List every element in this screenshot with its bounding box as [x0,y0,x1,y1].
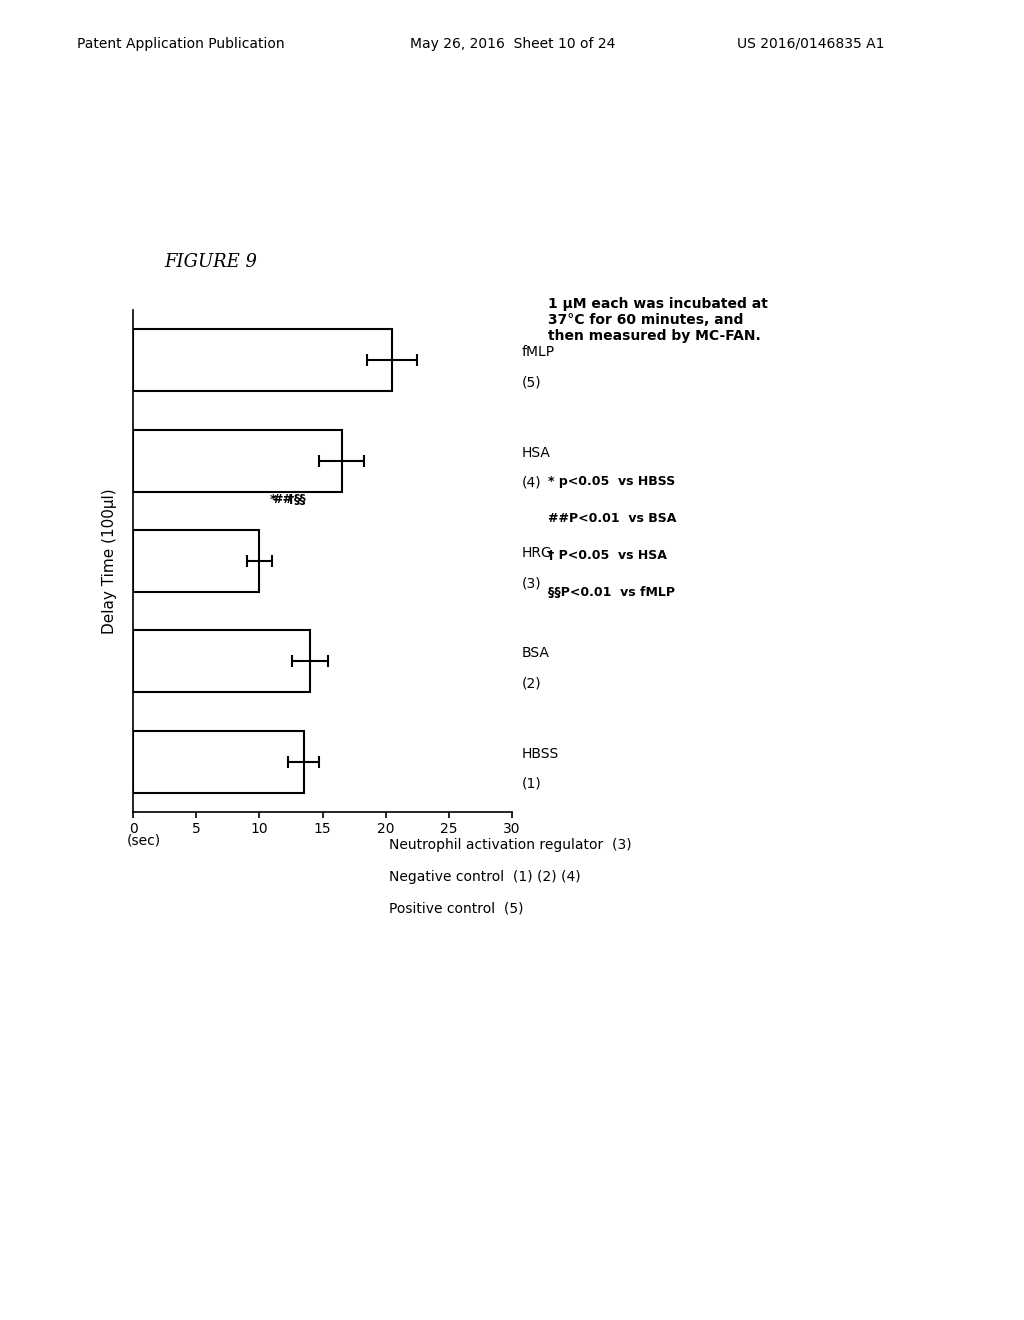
Text: May 26, 2016  Sheet 10 of 24: May 26, 2016 Sheet 10 of 24 [410,37,615,51]
Text: (5): (5) [522,375,542,389]
Text: BSA: BSA [522,647,550,660]
Text: † P<0.05  vs HSA: † P<0.05 vs HSA [548,549,667,562]
Text: (3): (3) [522,576,542,590]
Text: HBSS: HBSS [522,747,559,760]
Bar [133,730,303,793]
Text: †: † [288,492,294,506]
Text: *: * [270,492,276,506]
Bar [133,429,342,492]
Text: §§: §§ [294,492,306,506]
Text: * p<0.05  vs HBSS: * p<0.05 vs HBSS [548,475,675,488]
Text: Neutrophil activation regulator  (3): Neutrophil activation regulator (3) [389,838,632,853]
Text: fMLP: fMLP [522,346,555,359]
Text: US 2016/0146835 A1: US 2016/0146835 A1 [737,37,885,51]
Text: Negative control  (1) (2) (4): Negative control (1) (2) (4) [389,870,581,884]
Bar [133,329,392,392]
Text: ##: ## [271,492,293,506]
Text: 1 μM each was incubated at
37°C for 60 minutes, and
then measured by MC-FAN.: 1 μM each was incubated at 37°C for 60 m… [548,297,768,343]
Y-axis label: Delay Time (100μl): Delay Time (100μl) [102,488,117,634]
Text: (2): (2) [522,676,542,690]
Text: Positive control  (5): Positive control (5) [389,902,523,916]
Text: (sec): (sec) [127,834,161,847]
Text: Patent Application Publication: Patent Application Publication [77,37,285,51]
Text: HSA: HSA [522,446,551,459]
Bar [133,630,310,693]
Text: ##P<0.01  vs BSA: ##P<0.01 vs BSA [548,512,676,525]
Text: HRG: HRG [522,546,553,560]
Text: FIGURE 9: FIGURE 9 [164,252,257,271]
Text: (1): (1) [522,776,542,791]
Text: (4): (4) [522,475,542,490]
Bar [133,529,259,593]
Text: §§P<0.01  vs fMLP: §§P<0.01 vs fMLP [548,586,675,599]
